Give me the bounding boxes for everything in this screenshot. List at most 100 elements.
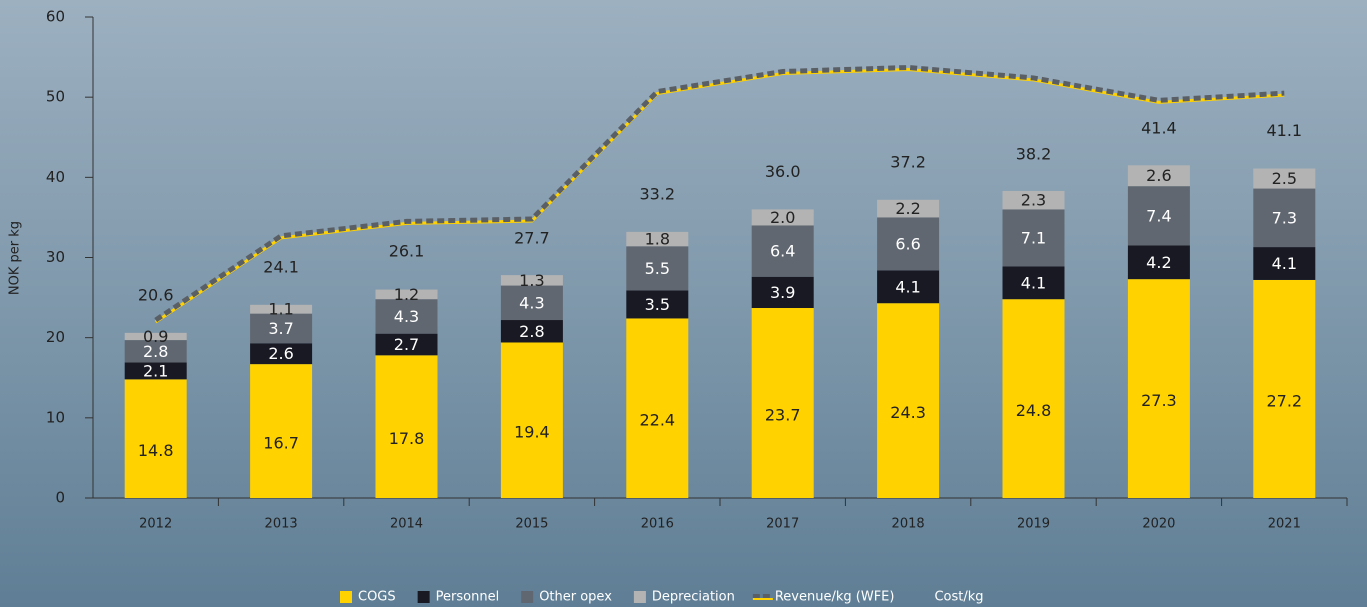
y-axis-label: NOK per kg <box>8 221 23 295</box>
bar-label: 4.3 <box>519 293 544 312</box>
bar-segment <box>877 303 940 498</box>
bar-label: 19.4 <box>514 423 550 442</box>
bar-segment <box>375 355 438 498</box>
x-tick-label: 2016 <box>641 517 674 532</box>
legend-label: Depreciation <box>652 590 735 605</box>
bar-label: 7.4 <box>1146 206 1171 225</box>
bar-segment <box>500 275 563 286</box>
bar-segment <box>751 276 814 309</box>
legend-label: COGS <box>358 590 396 605</box>
legend-swatch <box>340 591 352 603</box>
total-label: 36.0 <box>765 162 801 181</box>
y-tick-label: 60 <box>46 8 65 26</box>
bar-segment <box>751 209 814 226</box>
bar-label: 27.2 <box>1266 391 1302 410</box>
bar-segment <box>250 304 313 314</box>
bar-label: 3.5 <box>645 295 670 314</box>
bar-label: 2.0 <box>770 208 795 227</box>
bar-label: 4.1 <box>1272 254 1297 273</box>
bar-segment <box>1127 245 1190 280</box>
bar-segment <box>1002 266 1065 300</box>
x-tick-label: 2015 <box>515 517 548 532</box>
total-label: 27.7 <box>514 228 550 247</box>
bar-label: 2.6 <box>268 344 293 363</box>
bar-label: 0.9 <box>143 327 168 346</box>
bar-label: 2.3 <box>1021 191 1046 210</box>
bar-segment <box>1002 299 1065 498</box>
legend-label: Revenue/kg (WFE) <box>775 590 895 605</box>
total-label: 33.2 <box>639 184 675 203</box>
bar-segment <box>375 289 438 300</box>
bar-label: 4.1 <box>1021 273 1046 292</box>
bar-label: 3.9 <box>770 283 795 302</box>
bar-segment <box>1253 279 1316 498</box>
bar-segment <box>1253 168 1316 189</box>
legend-swatch <box>417 591 430 603</box>
bar-label: 24.8 <box>1016 401 1052 420</box>
y-tick-label: 20 <box>46 328 65 346</box>
bar-label: 1.2 <box>394 285 419 304</box>
bar-segment <box>500 285 563 321</box>
bar-segment <box>124 332 187 341</box>
bar-label: 7.1 <box>1021 228 1046 247</box>
y-tick-label: 30 <box>46 248 65 266</box>
total-label: 37.2 <box>890 152 926 171</box>
bar-segment <box>250 343 313 365</box>
bar-label: 1.8 <box>645 230 670 249</box>
y-tick-label: 10 <box>46 408 65 426</box>
bar-segment <box>877 217 940 271</box>
bar-segment <box>124 362 187 380</box>
bar-segment <box>250 364 313 498</box>
y-tick-label: 50 <box>46 88 65 106</box>
bar-label: 2.8 <box>143 342 168 361</box>
legend-label: Other opex <box>539 590 612 605</box>
bar-label: 24.3 <box>890 403 926 422</box>
bar-segment <box>751 225 814 277</box>
legend-swatch <box>633 591 646 603</box>
bar-segment <box>375 299 438 334</box>
bar-segment <box>1253 188 1316 248</box>
bar-label: 4.2 <box>1146 253 1171 272</box>
legend-label: Personnel <box>436 590 500 605</box>
bar-label: 4.3 <box>394 307 419 326</box>
bar-label: 2.6 <box>1146 166 1171 185</box>
x-tick-label: 2013 <box>265 517 298 532</box>
total-label: 26.1 <box>389 241 425 260</box>
total-label: 41.1 <box>1266 121 1302 140</box>
total-label: 38.2 <box>1016 144 1052 163</box>
bar-label: 5.5 <box>645 259 670 278</box>
x-tick-label: 2020 <box>1142 517 1175 532</box>
bar-label: 3.7 <box>268 319 293 338</box>
bar-label: 7.3 <box>1272 208 1297 227</box>
legend-label: Cost/kg <box>934 590 983 605</box>
bar-segment <box>626 246 689 291</box>
bar-label: 16.7 <box>263 434 299 453</box>
x-tick-label: 2012 <box>139 517 172 532</box>
bar-label: 23.7 <box>765 406 801 425</box>
y-tick-label: 40 <box>46 168 65 186</box>
bar-label: 4.1 <box>895 277 920 296</box>
bar-segment <box>124 340 187 363</box>
legend-swatch <box>521 591 534 603</box>
total-label: 20.6 <box>138 285 174 304</box>
bar-segment <box>1127 186 1190 246</box>
bar-label: 1.1 <box>268 300 293 319</box>
bar-label: 6.6 <box>895 234 920 253</box>
x-tick-label: 2017 <box>766 517 799 532</box>
bar-segment <box>1002 209 1065 267</box>
bar-label: 22.4 <box>639 411 675 430</box>
bar-segment <box>877 199 940 218</box>
total-label: 41.4 <box>1141 119 1177 138</box>
total-label: 24.1 <box>263 257 299 276</box>
x-tick-label: 2018 <box>892 517 925 532</box>
bar-segment <box>500 320 563 343</box>
bar-label: 2.8 <box>519 322 544 341</box>
x-tick-label: 2019 <box>1017 517 1050 532</box>
line <box>154 65 1285 323</box>
bar-segment <box>500 342 563 498</box>
x-tick-label: 2021 <box>1268 517 1301 532</box>
bar-segment <box>626 318 689 498</box>
bar-segment <box>877 270 940 304</box>
bar-segment <box>1127 165 1190 187</box>
